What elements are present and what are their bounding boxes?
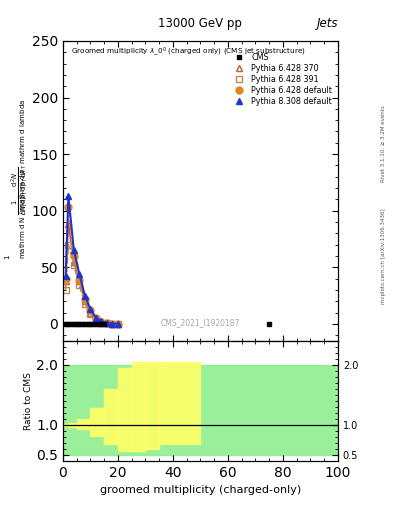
Text: Jets: Jets bbox=[316, 17, 338, 31]
Pythia 6.428 370 bbox=[116, 321, 120, 327]
CMS bbox=[267, 321, 272, 327]
Pythia 6.428 default bbox=[110, 321, 115, 327]
Pythia 8.308 default bbox=[66, 193, 71, 199]
Line: Pythia 6.428 391: Pythia 6.428 391 bbox=[62, 242, 121, 327]
Pythia 6.428 391 bbox=[83, 301, 87, 307]
Pythia 6.428 391 bbox=[105, 321, 109, 327]
Pythia 8.308 default bbox=[99, 318, 104, 325]
CMS bbox=[91, 321, 95, 327]
CMS bbox=[85, 321, 90, 327]
Pythia 8.308 default bbox=[77, 271, 82, 277]
CMS bbox=[74, 321, 79, 327]
Y-axis label: $\frac{1}{\mathrm{d}N/\mathrm{d}p_T}\frac{\mathrm{d}^2N}{\mathrm{d}p_T\,\mathrm{: $\frac{1}{\mathrm{d}N/\mathrm{d}p_T}\fra… bbox=[9, 167, 30, 215]
Pythia 8.308 default bbox=[110, 321, 115, 327]
Pythia 6.428 370 bbox=[94, 316, 98, 323]
Line: CMS: CMS bbox=[63, 322, 272, 326]
Pythia 6.428 default bbox=[72, 253, 76, 259]
Pythia 8.308 default bbox=[116, 321, 120, 327]
CMS bbox=[96, 321, 101, 327]
Pythia 6.428 391 bbox=[88, 311, 93, 317]
Legend: CMS, Pythia 6.428 370, Pythia 6.428 391, Pythia 6.428 default, Pythia 8.308 defa: CMS, Pythia 6.428 370, Pythia 6.428 391,… bbox=[229, 51, 334, 107]
Pythia 6.428 370 bbox=[105, 320, 109, 326]
Pythia 6.428 default bbox=[77, 276, 82, 283]
Pythia 6.428 391 bbox=[77, 282, 82, 288]
X-axis label: groomed multiplicity (charged-only): groomed multiplicity (charged-only) bbox=[100, 485, 301, 495]
Text: CMS_2021_I1920187: CMS_2021_I1920187 bbox=[161, 318, 240, 327]
Pythia 6.428 391 bbox=[94, 317, 98, 323]
Pythia 6.428 391 bbox=[116, 321, 120, 327]
Pythia 6.428 default bbox=[63, 275, 68, 282]
Pythia 8.308 default bbox=[72, 247, 76, 253]
Pythia 6.428 370 bbox=[63, 278, 68, 284]
Text: 1

mathrm d N / mathrm d $p_T$ mathrm d lambda: 1 mathrm d N / mathrm d $p_T$ mathrm d l… bbox=[4, 99, 29, 259]
Pythia 6.428 391 bbox=[66, 242, 71, 248]
CMS bbox=[94, 321, 98, 327]
Pythia 6.428 default bbox=[94, 315, 98, 322]
Pythia 6.428 391 bbox=[72, 262, 76, 268]
Line: Pythia 8.308 default: Pythia 8.308 default bbox=[62, 193, 121, 327]
Pythia 6.428 370 bbox=[66, 221, 71, 227]
Pythia 6.428 370 bbox=[99, 319, 104, 325]
Text: Rivet 3.1.10, ≥ 3.2M events: Rivet 3.1.10, ≥ 3.2M events bbox=[381, 105, 386, 182]
Text: mcplots.cern.ch [arXiv:1306.3436]: mcplots.cern.ch [arXiv:1306.3436] bbox=[381, 208, 386, 304]
Pythia 6.428 default bbox=[105, 320, 109, 326]
Pythia 8.308 default bbox=[105, 320, 109, 326]
Pythia 8.308 default bbox=[94, 314, 98, 321]
Pythia 6.428 370 bbox=[83, 298, 87, 304]
Pythia 8.308 default bbox=[83, 292, 87, 298]
Text: 13000 GeV pp: 13000 GeV pp bbox=[158, 17, 242, 31]
CMS bbox=[77, 321, 82, 327]
Line: Pythia 6.428 370: Pythia 6.428 370 bbox=[62, 221, 121, 327]
CMS bbox=[80, 321, 84, 327]
CMS bbox=[102, 321, 107, 327]
CMS bbox=[99, 321, 104, 327]
Pythia 8.308 default bbox=[63, 273, 68, 280]
CMS bbox=[72, 321, 76, 327]
Pythia 6.428 391 bbox=[110, 321, 115, 327]
Pythia 6.428 default bbox=[88, 307, 93, 313]
Line: Pythia 6.428 default: Pythia 6.428 default bbox=[62, 204, 121, 327]
Pythia 6.428 370 bbox=[72, 259, 76, 265]
CMS bbox=[63, 321, 68, 327]
CMS bbox=[66, 321, 71, 327]
Pythia 8.308 default bbox=[88, 306, 93, 312]
Pythia 6.428 370 bbox=[88, 309, 93, 315]
Text: Groomed multiplicity $\lambda\_0^0$ (charged only) (CMS jet substructure): Groomed multiplicity $\lambda\_0^0$ (cha… bbox=[71, 46, 306, 58]
Pythia 6.428 391 bbox=[99, 319, 104, 326]
Pythia 6.428 default bbox=[66, 204, 71, 210]
Pythia 6.428 370 bbox=[110, 321, 115, 327]
CMS bbox=[88, 321, 93, 327]
Pythia 6.428 default bbox=[116, 321, 120, 327]
Pythia 6.428 default bbox=[99, 319, 104, 325]
Pythia 6.428 370 bbox=[77, 278, 82, 284]
CMS bbox=[69, 321, 73, 327]
CMS bbox=[83, 321, 87, 327]
Pythia 6.428 391 bbox=[63, 287, 68, 293]
Pythia 6.428 default bbox=[83, 296, 87, 302]
Y-axis label: Ratio to CMS: Ratio to CMS bbox=[24, 372, 33, 430]
